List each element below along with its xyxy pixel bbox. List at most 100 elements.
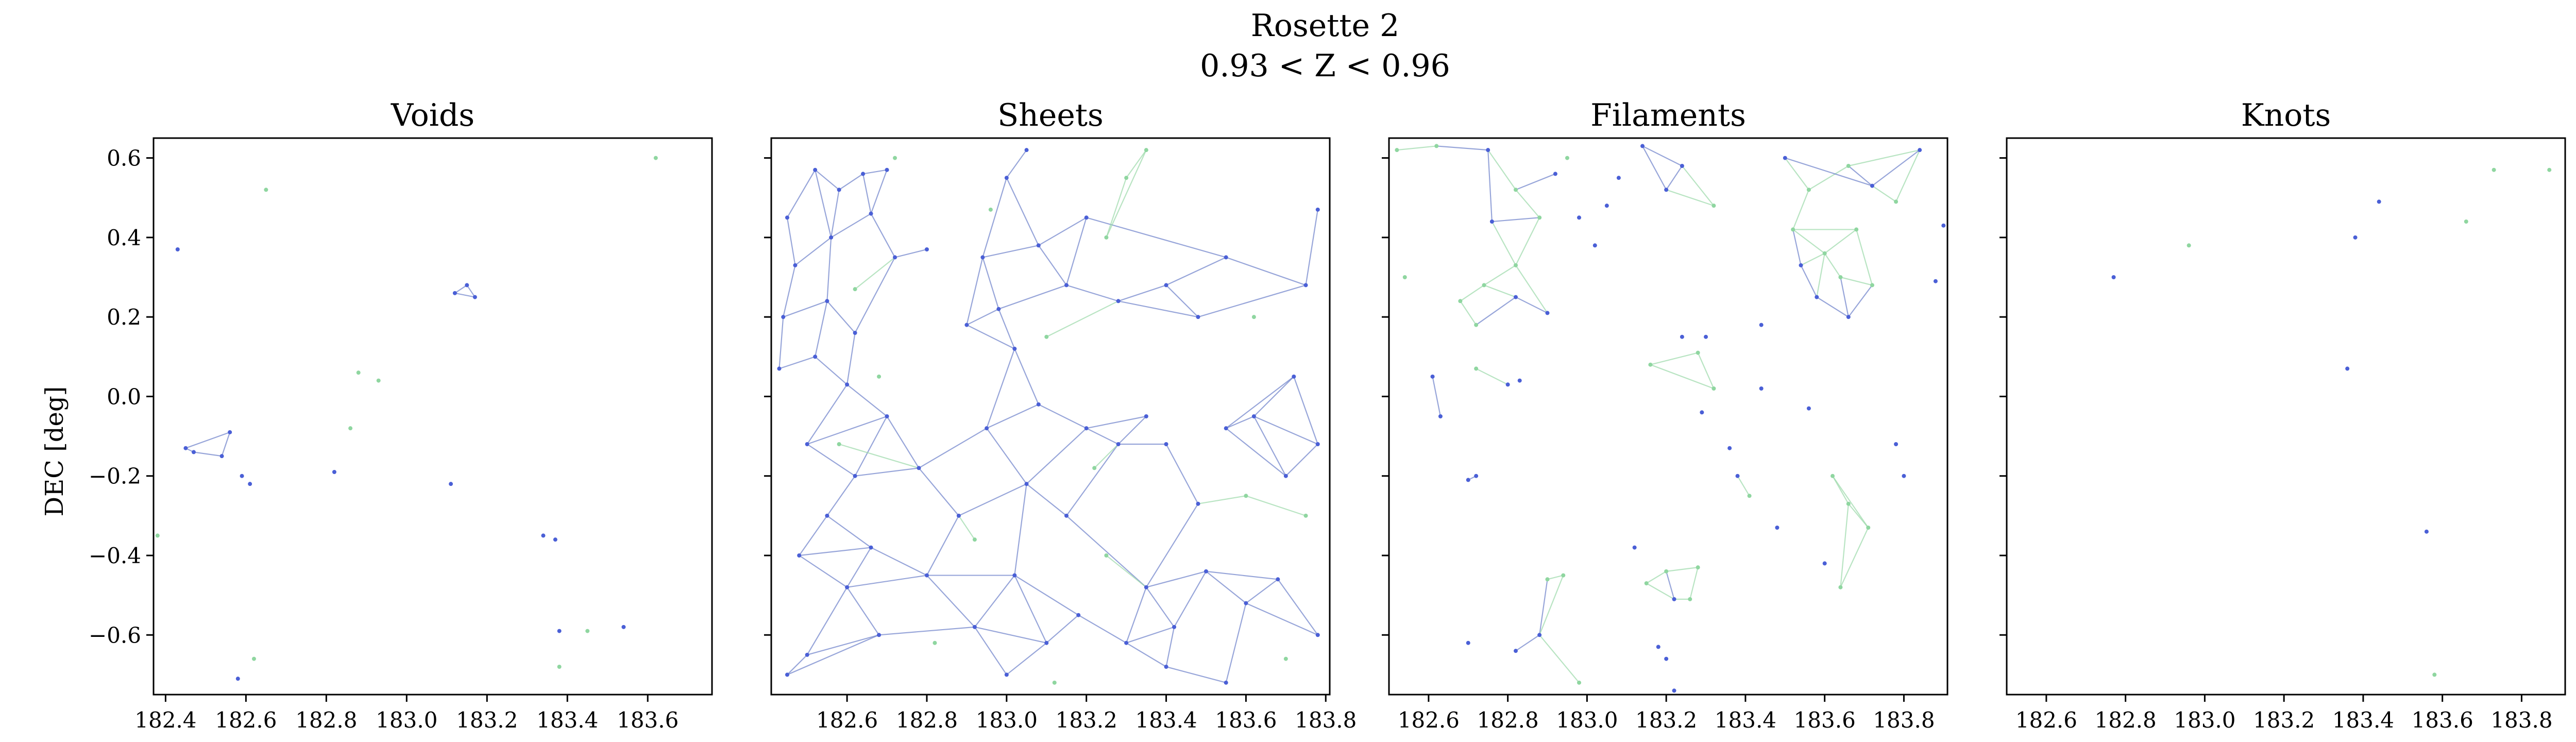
data-point: [885, 414, 889, 418]
data-point: [1144, 148, 1148, 153]
edge-line: [870, 213, 895, 258]
edge-line: [1117, 416, 1147, 445]
data-point: [1283, 474, 1288, 478]
data-point: [1902, 474, 1906, 478]
data-point: [1486, 148, 1490, 153]
data-point: [933, 640, 937, 645]
edge-line: [1824, 253, 1841, 278]
data-point: [1545, 577, 1550, 582]
data-point: [1315, 442, 1320, 446]
data-point: [348, 426, 353, 431]
data-point: [1244, 494, 1248, 498]
data-point: [1251, 414, 1256, 418]
data-point: [1402, 275, 1407, 279]
edge-line: [1106, 555, 1147, 588]
edge-line: [826, 237, 832, 301]
x-tick-label: 183.4: [2332, 707, 2394, 733]
edge-line: [1801, 252, 1825, 266]
edge-line: [826, 515, 872, 548]
edge-line: [799, 515, 828, 556]
data-point: [2353, 235, 2358, 240]
edge-line: [1515, 173, 1556, 191]
data-point: [621, 625, 626, 629]
data-point: [2492, 167, 2496, 172]
data-point: [1517, 378, 1522, 383]
x-tick-label: 183.4: [1135, 707, 1197, 733]
edge-line: [1066, 515, 1147, 588]
data-point: [869, 211, 873, 216]
data-point: [191, 450, 196, 454]
edge-line: [1166, 257, 1227, 286]
data-point: [465, 283, 469, 288]
edge-line: [1436, 145, 1488, 151]
edge-line: [1484, 284, 1516, 298]
edge-line: [1038, 245, 1067, 286]
data-point: [1164, 283, 1168, 288]
edge-line: [815, 170, 832, 238]
edge-line: [1476, 368, 1509, 385]
edge-line: [839, 173, 863, 191]
data-point: [235, 677, 240, 681]
data-point: [1537, 633, 1542, 637]
edge-line: [815, 169, 840, 191]
edge-line: [846, 575, 927, 588]
edge-line: [958, 483, 1027, 516]
data-point: [557, 665, 562, 669]
edge-line: [1166, 666, 1226, 683]
edge-line: [974, 575, 1015, 628]
edge-line: [1198, 495, 1246, 504]
plot-area: [2111, 167, 2552, 677]
data-point: [1224, 680, 1228, 685]
edge-line: [778, 317, 784, 369]
edge-line: [1277, 579, 1318, 635]
x-tick-label: 183.8: [1873, 707, 1935, 733]
data-point: [2187, 243, 2191, 248]
edge-line: [1460, 284, 1485, 302]
edge-line: [1046, 614, 1079, 644]
data-point: [332, 470, 336, 474]
data-point: [1711, 204, 1716, 208]
data-point: [893, 156, 897, 160]
y-tick-label: −0.6: [89, 622, 141, 648]
data-point: [472, 295, 477, 299]
edge-line: [1816, 253, 1825, 297]
edge-line: [1840, 276, 1873, 286]
x-tick-label: 182.8: [295, 707, 357, 733]
edge-line: [1106, 177, 1127, 238]
data-point: [1565, 156, 1569, 160]
data-point: [1004, 672, 1009, 677]
axes-frame: [2006, 137, 2566, 696]
data-point: [1514, 263, 1518, 267]
data-point: [1822, 251, 1827, 256]
data-point: [813, 167, 818, 172]
edge-line: [1646, 570, 1667, 584]
edge-line: [826, 476, 856, 516]
data-point: [837, 442, 841, 446]
data-point: [1084, 215, 1089, 220]
data-point: [1799, 263, 1803, 267]
panel-filaments: Filaments 182.6 182.8 183.0 183.2 183.4 183.6 1…: [1382, 97, 1948, 733]
edge-line: [966, 308, 999, 326]
data-point: [777, 366, 782, 371]
data-point: [1164, 665, 1168, 669]
edge-line: [779, 356, 816, 369]
data-point: [1474, 366, 1479, 371]
edge-line: [1848, 284, 1873, 317]
data-point: [825, 513, 829, 518]
x-tick-label: 182.4: [134, 707, 196, 733]
edge-line: [1856, 229, 1873, 285]
data-point: [219, 454, 224, 459]
data-point: [996, 307, 1001, 311]
edge-line: [1006, 149, 1027, 178]
data-point: [155, 533, 160, 538]
edge-line: [1483, 264, 1516, 286]
edge-line: [1515, 296, 1548, 314]
data-point: [805, 652, 809, 657]
edge-line: [1145, 503, 1199, 588]
edge-line: [854, 257, 896, 333]
data-point: [1838, 275, 1843, 279]
edge-line: [1515, 217, 1540, 266]
edge-line: [454, 284, 467, 294]
edge-line: [1106, 149, 1147, 238]
x-tick-label: 183.0: [376, 707, 437, 733]
